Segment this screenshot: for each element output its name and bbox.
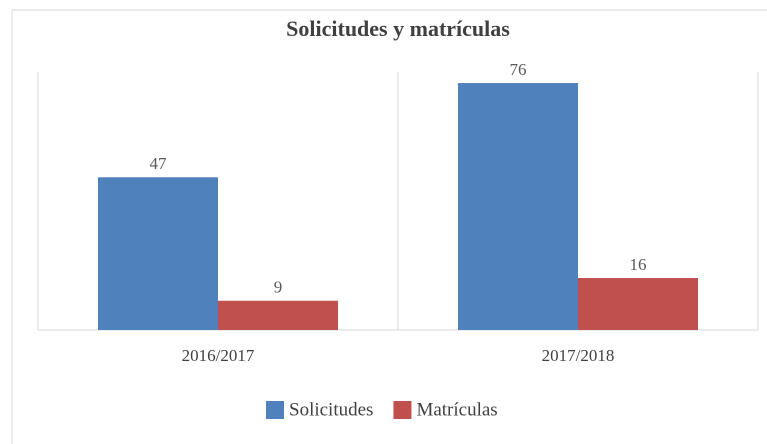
data-label: 9 bbox=[274, 278, 283, 297]
x-tick-label: 2016/2017 bbox=[182, 346, 255, 365]
bar bbox=[218, 300, 338, 330]
legend-label: Matrículas bbox=[416, 399, 497, 420]
bar bbox=[458, 83, 578, 331]
data-label: 16 bbox=[630, 255, 647, 274]
legend-swatch bbox=[393, 401, 412, 419]
data-label: 47 bbox=[150, 154, 168, 173]
bar bbox=[578, 278, 698, 330]
chart-title: Solicitudes y matrículas bbox=[286, 16, 510, 41]
legend-label: Solicitudes bbox=[289, 399, 373, 420]
bar bbox=[98, 177, 218, 330]
data-label: 76 bbox=[510, 60, 527, 79]
x-tick-label: 2017/2018 bbox=[542, 346, 615, 365]
legend-swatch bbox=[266, 401, 284, 419]
